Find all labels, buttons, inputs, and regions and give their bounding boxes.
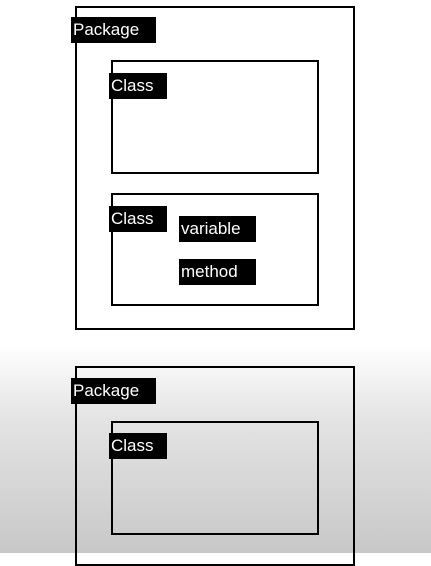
class-box-3 [111, 421, 319, 535]
class-label-3: Class [109, 433, 167, 459]
package-label-2: Package [71, 378, 156, 404]
class-label-1: Class [109, 73, 167, 99]
top-diagram-panel: Package Class Class variable method [71, 6, 355, 330]
method-label: method [179, 259, 256, 285]
package-label-1: Package [71, 17, 156, 43]
variable-label: variable [179, 216, 256, 242]
class-box-2 [111, 193, 319, 306]
bottom-diagram-panel: Package Class [0, 345, 431, 566]
class-label-2: Class [109, 206, 167, 232]
class-box-1 [111, 60, 319, 174]
package-box-1 [75, 6, 355, 330]
